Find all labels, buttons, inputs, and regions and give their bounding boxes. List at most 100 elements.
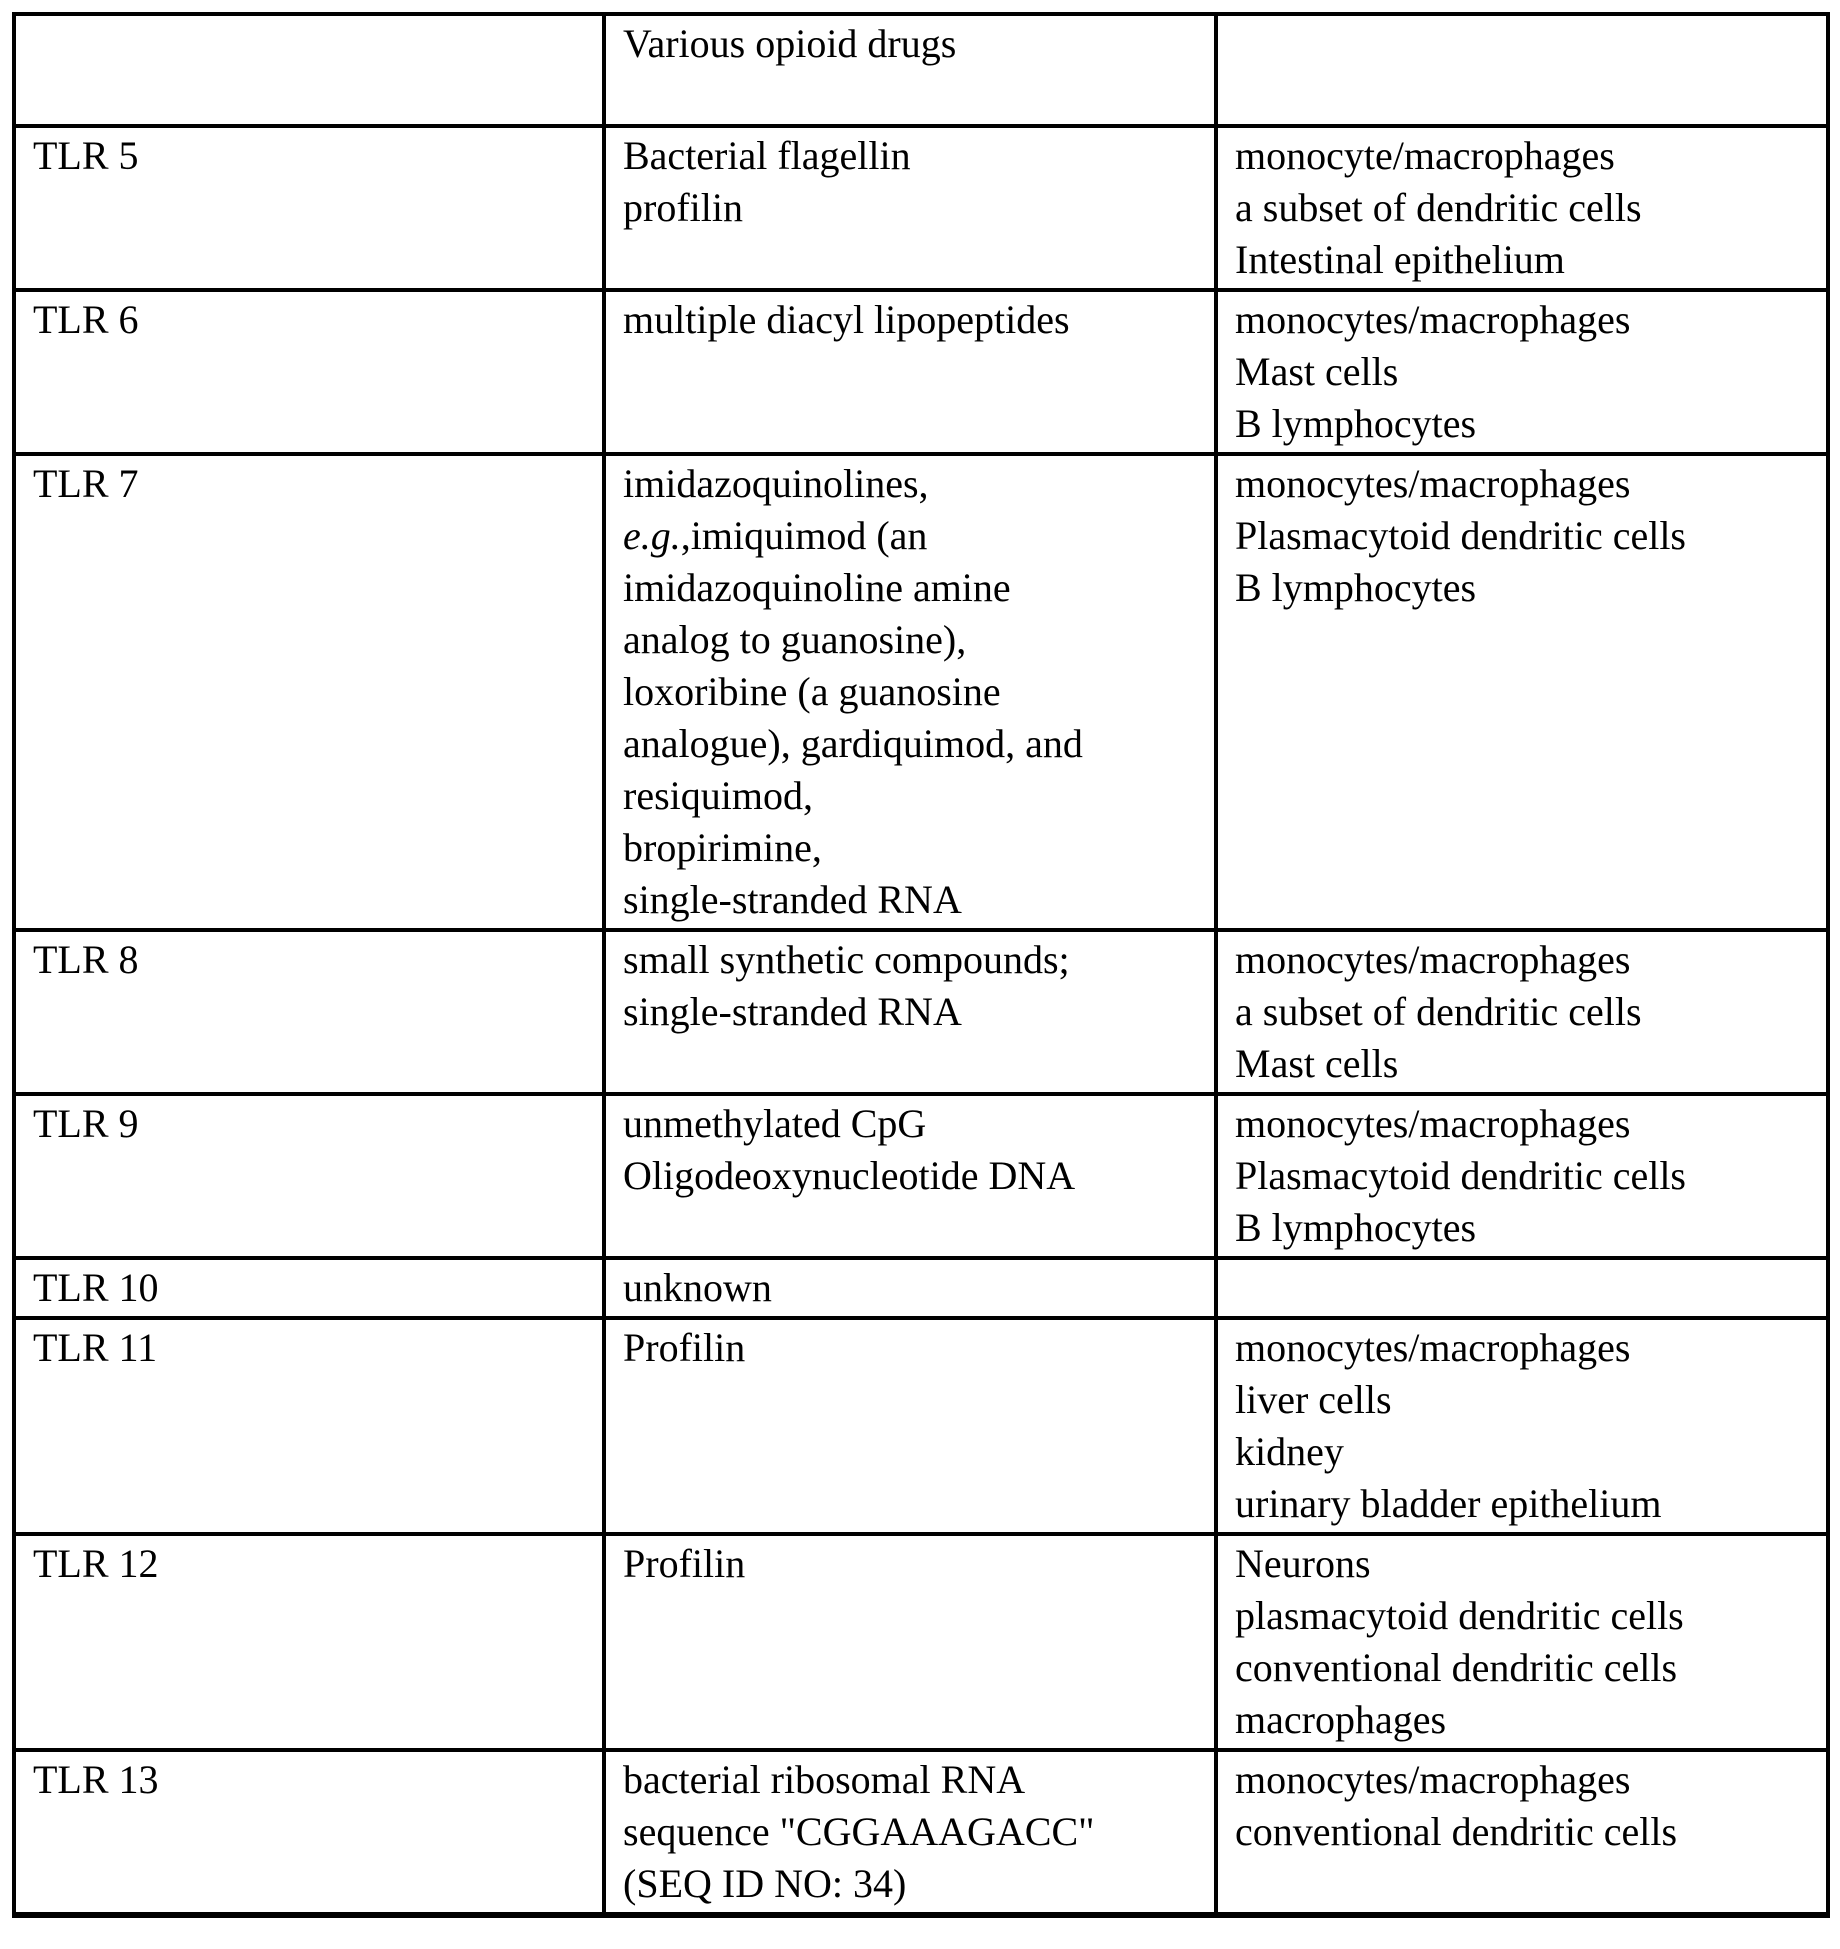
text-line: loxoribine (a guanosine — [623, 669, 1001, 714]
text-line: Plasmacytoid dendritic cells — [1235, 513, 1686, 558]
receptor-cell: TLR 6 — [12, 288, 606, 456]
text-line: macrophages — [1235, 1697, 1447, 1742]
text-line: Plasmacytoid dendritic cells — [1235, 1153, 1686, 1198]
receptor-cell: TLR 13 — [12, 1748, 606, 1918]
text-line: multiple diacyl lipopeptides — [623, 297, 1070, 342]
text-line: analogue), gardiquimod, and — [623, 721, 1083, 766]
table-row: TLR 7 imidazoquinolines, e.g.,imiquimod (a… — [12, 452, 1830, 932]
text-segment: ,imiquimod (an — [680, 513, 928, 558]
ligand-cell: imidazoquinolines, e.g.,imiquimod (an imid… — [602, 452, 1218, 932]
text-line: B lymphocytes — [1235, 565, 1477, 610]
receptor-cell: TLR 8 — [12, 928, 606, 1096]
text-line: TLR 13 — [33, 1757, 159, 1802]
cell-types-cell — [1214, 1256, 1830, 1320]
text-line: single-stranded RNA — [623, 877, 962, 922]
text-line: liver cells — [1235, 1377, 1392, 1422]
text-line: small synthetic compounds; — [623, 937, 1070, 982]
text-line: Oligodeoxynucleotide DNA — [623, 1153, 1076, 1198]
cell-types-cell: monocytes/macrophages a subset of dendrit… — [1214, 928, 1830, 1096]
cell-types-cell: monocytes/macrophages Plasmacytoid dendri… — [1214, 452, 1830, 932]
receptor-cell — [12, 12, 606, 128]
italic-abbreviation: e.g. — [623, 513, 681, 558]
text-line — [623, 70, 1206, 122]
text-line: conventional dendritic cells — [1235, 1809, 1678, 1854]
table-row: TLR 9 unmethylated CpG Oligodeoxynucleotid… — [12, 1092, 1830, 1260]
table-row: TLR 11 Profilin monocytes/macrophages liver… — [12, 1316, 1830, 1536]
text-line: TLR 11 — [33, 1325, 158, 1370]
text-line: TLR 12 — [33, 1541, 159, 1586]
receptor-cell: TLR 7 — [12, 452, 606, 932]
text-line: TLR 7 — [33, 461, 139, 506]
receptor-cell: TLR 11 — [12, 1316, 606, 1536]
text-line: B lymphocytes — [1235, 401, 1477, 446]
text-line: Neurons — [1235, 1541, 1371, 1586]
text-line: Mast cells — [1235, 349, 1399, 394]
text-line: profilin — [623, 185, 743, 230]
table-row: TLR 8 small synthetic compounds; single-st… — [12, 928, 1830, 1096]
text-line: bacterial ribosomal RNA — [623, 1757, 1026, 1802]
ligand-cell: multiple diacyl lipopeptides — [602, 288, 1218, 456]
cell-types-cell: Neurons plasmacytoid dendritic cells conve… — [1214, 1532, 1830, 1752]
text-line: single-stranded RNA — [623, 989, 962, 1034]
text-line: Bacterial flagellin — [623, 133, 911, 178]
table-row: TLR 5 Bacterial flagellin profilin monocyte… — [12, 124, 1830, 292]
text-line: e.g.,imiquimod (an — [623, 510, 1206, 562]
text-line: TLR 6 — [33, 297, 139, 342]
text-line: conventional dendritic cells — [1235, 1645, 1678, 1690]
cell-types-cell: monocytes/macrophages conventional dendri… — [1214, 1748, 1830, 1918]
cell-types-cell: monocyte/macrophages a subset of dendriti… — [1214, 124, 1830, 292]
text-line: TLR 8 — [33, 937, 139, 982]
table-row: TLR 13 bacterial ribosomal RNA sequence "C… — [12, 1748, 1830, 1918]
text-line: monocytes/macrophages — [1235, 1325, 1631, 1370]
text-line: (SEQ ID NO: 34) — [623, 1861, 907, 1906]
receptor-cell: TLR 5 — [12, 124, 606, 292]
text-line: monocytes/macrophages — [1235, 937, 1631, 982]
text-line: Intestinal epithelium — [1235, 237, 1565, 282]
text-line: Profilin — [623, 1541, 746, 1586]
text-line: unknown — [623, 1265, 772, 1310]
table-row: TLR 6 multiple diacyl lipopeptides monocyt… — [12, 288, 1830, 456]
table-body: Various opioid drugs TLR 5 Bacterial flage… — [12, 12, 1830, 1918]
ligand-cell: unknown — [602, 1256, 1218, 1320]
ligand-cell: Bacterial flagellin profilin — [602, 124, 1218, 292]
ligand-cell: Various opioid drugs — [602, 12, 1218, 128]
ligand-cell: small synthetic compounds; single-strande… — [602, 928, 1218, 1096]
text-line: analog to guanosine), — [623, 617, 967, 662]
text-line: TLR 10 — [33, 1265, 159, 1310]
text-line: monocytes/macrophages — [1235, 297, 1631, 342]
text-line: kidney — [1235, 1429, 1344, 1474]
text-line: monocytes/macrophages — [1235, 1757, 1631, 1802]
text-line: urinary bladder epithelium — [1235, 1481, 1662, 1526]
text-line: bropirimine, — [623, 825, 822, 870]
page: { "colors": { "text": "#000000", "border… — [0, 12, 1840, 1949]
text-line: TLR 5 — [33, 133, 139, 178]
text-line: plasmacytoid dendritic cells — [1235, 1593, 1684, 1638]
table-row: Various opioid drugs — [12, 12, 1830, 128]
text-line: Mast cells — [1235, 1041, 1399, 1086]
text-line: monocyte/macrophages — [1235, 133, 1615, 178]
text-line: a subset of dendritic cells — [1235, 989, 1642, 1034]
ligand-cell: bacterial ribosomal RNA sequence "CGGAAAG… — [602, 1748, 1218, 1918]
ligand-cell: unmethylated CpG Oligodeoxynucleotide DNA — [602, 1092, 1218, 1260]
text-line: Profilin — [623, 1325, 746, 1370]
text-line: B lymphocytes — [1235, 1205, 1477, 1250]
text-line: unmethylated CpG — [623, 1101, 927, 1146]
text-line: monocytes/macrophages — [1235, 1101, 1631, 1146]
tlr-table: Various opioid drugs TLR 5 Bacterial flage… — [12, 12, 1830, 1918]
ligand-cell: Profilin — [602, 1316, 1218, 1536]
cell-types-cell: monocytes/macrophages Mast cells B lymphoc… — [1214, 288, 1830, 456]
cell-types-cell — [1214, 12, 1830, 128]
receptor-cell: TLR 12 — [12, 1532, 606, 1752]
text-line: monocytes/macrophages — [1235, 461, 1631, 506]
table-row: TLR 12 Profilin Neurons plasmacytoid dendri… — [12, 1532, 1830, 1752]
ligand-cell: Profilin — [602, 1532, 1218, 1752]
cell-types-cell: monocytes/macrophages Plasmacytoid dendri… — [1214, 1092, 1830, 1260]
receptor-cell: TLR 10 — [12, 1256, 606, 1320]
text-line: sequence "CGGAAAGACC" — [623, 1809, 1095, 1854]
text-line: TLR 9 — [33, 1101, 139, 1146]
text-line: a subset of dendritic cells — [1235, 185, 1642, 230]
receptor-cell: TLR 9 — [12, 1092, 606, 1260]
cell-types-cell: monocytes/macrophages liver cells kidney ur… — [1214, 1316, 1830, 1536]
text-line: imidazoquinolines, — [623, 461, 929, 506]
table-row: TLR 10 unknown — [12, 1256, 1830, 1320]
